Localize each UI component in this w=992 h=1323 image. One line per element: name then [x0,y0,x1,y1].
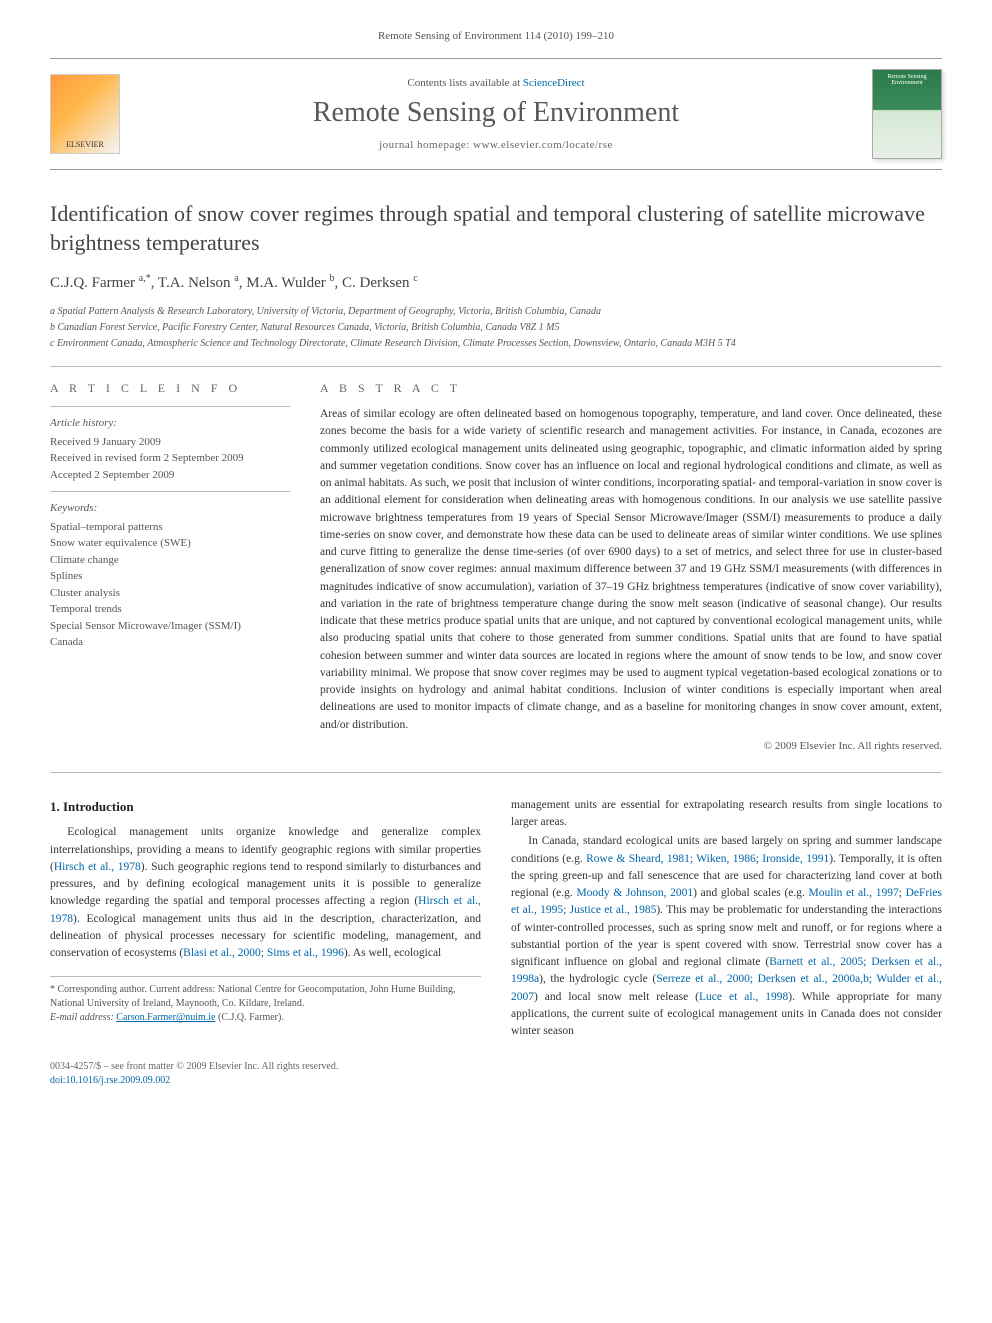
email-suffix: (C.J.Q. Farmer). [216,1012,284,1023]
body-para: Ecological management units organize kno… [50,824,481,962]
keywords-block: Keywords: Spatial–temporal patternsSnow … [50,491,290,659]
author-email-link[interactable]: Carson.Farmer@nuim.ie [116,1012,215,1023]
affiliation-line: b Canadian Forest Service, Pacific Fores… [50,320,942,335]
citation-link[interactable]: Blasi et al., 2000; Sims et al., 1996 [183,947,344,959]
article-info-heading: a r t i c l e i n f o [50,381,290,396]
article-info-column: a r t i c l e i n f o Article history: R… [50,381,290,752]
keyword-line: Canada [50,634,290,651]
abstract-column: a b s t r a c t Areas of similar ecology… [320,381,942,752]
citation-link[interactable]: Hirsch et al., 1978 [54,861,141,873]
page-footer: 0034-4257/$ – see front matter © 2009 El… [50,1060,942,1088]
issn-line: 0034-4257/$ – see front matter © 2009 El… [50,1060,942,1074]
keyword-line: Splines [50,568,290,585]
citation-link[interactable]: Hirsch et al., 1978 [50,895,481,924]
journal-name: Remote Sensing of Environment [134,97,858,129]
citation-link[interactable]: Hirsch et al., 1978 [50,895,481,924]
masthead-center: Contents lists available at ScienceDirec… [120,77,872,151]
intro-heading: 1. Introduction [50,797,481,817]
keyword-line: Snow water equivalence (SWE) [50,535,290,552]
contents-line: Contents lists available at ScienceDirec… [134,77,858,89]
doi-line: doi:10.1016/j.rse.2009.09.002 [50,1074,942,1088]
email-line: E-mail address: Carson.Farmer@nuim.ie (C… [50,1011,481,1025]
citation-link[interactable]: Rowe & Sheard, 1981; Wiken, 1986; Ironsi… [586,853,829,865]
publisher-logo: ELSEVIER [50,74,120,154]
contents-prefix: Contents lists available at [407,77,522,89]
keyword-line: Spatial–temporal patterns [50,519,290,536]
citation-link[interactable]: Moody & Johnson, 2001 [576,887,693,899]
masthead: ELSEVIER Contents lists available at Sci… [50,58,942,170]
corresponding-author: * Corresponding author. Current address:… [50,983,481,1011]
body-col-right: management units are essential for extra… [511,797,942,1043]
abstract-copyright: © 2009 Elsevier Inc. All rights reserved… [320,740,942,752]
keywords-label: Keywords: [50,500,290,517]
running-header: Remote Sensing of Environment 114 (2010)… [50,30,942,42]
history-label: Article history: [50,415,290,432]
homepage-prefix: journal homepage: [379,139,473,151]
abstract-text: Areas of similar ecology are often delin… [320,406,942,734]
affiliation-line: c Environment Canada, Atmospheric Scienc… [50,336,942,351]
footnote-block: * Corresponding author. Current address:… [50,976,481,1025]
keyword-line: Climate change [50,552,290,569]
body-para: management units are essential for extra… [511,797,942,832]
abstract-heading: a b s t r a c t [320,381,942,396]
article-history-block: Article history: Received 9 January 2009… [50,406,290,491]
journal-cover-thumb: Remote Sensing Environment [872,69,942,159]
affiliation-line: a Spatial Pattern Analysis & Research La… [50,304,942,319]
body-col-left: 1. Introduction Ecological management un… [50,797,481,1043]
history-line: Received 9 January 2009 [50,434,290,451]
homepage-url: www.elsevier.com/locate/rse [473,139,613,151]
affiliations: a Spatial Pattern Analysis & Research La… [50,304,942,367]
body-para: In Canada, standard ecological units are… [511,833,942,1040]
body-columns: 1. Introduction Ecological management un… [50,797,942,1043]
email-label: E-mail address: [50,1012,116,1023]
sciencedirect-link[interactable]: ScienceDirect [523,77,585,89]
keyword-line: Cluster analysis [50,585,290,602]
journal-homepage: journal homepage: www.elsevier.com/locat… [134,139,858,151]
history-line: Received in revised form 2 September 200… [50,450,290,467]
citation-link[interactable]: Hirsch et al., 1978 [54,861,141,873]
info-abstract-row: a r t i c l e i n f o Article history: R… [50,381,942,773]
doi-link[interactable]: doi:10.1016/j.rse.2009.09.002 [50,1075,170,1086]
author-list: C.J.Q. Farmer a,*, T.A. Nelson a, M.A. W… [50,273,942,292]
article-title: Identification of snow cover regimes thr… [50,200,942,257]
keyword-line: Temporal trends [50,601,290,618]
history-line: Accepted 2 September 2009 [50,467,290,484]
citation-link[interactable]: Luce et al., 1998 [699,991,788,1003]
keyword-line: Special Sensor Microwave/Imager (SSM/I) [50,618,290,635]
